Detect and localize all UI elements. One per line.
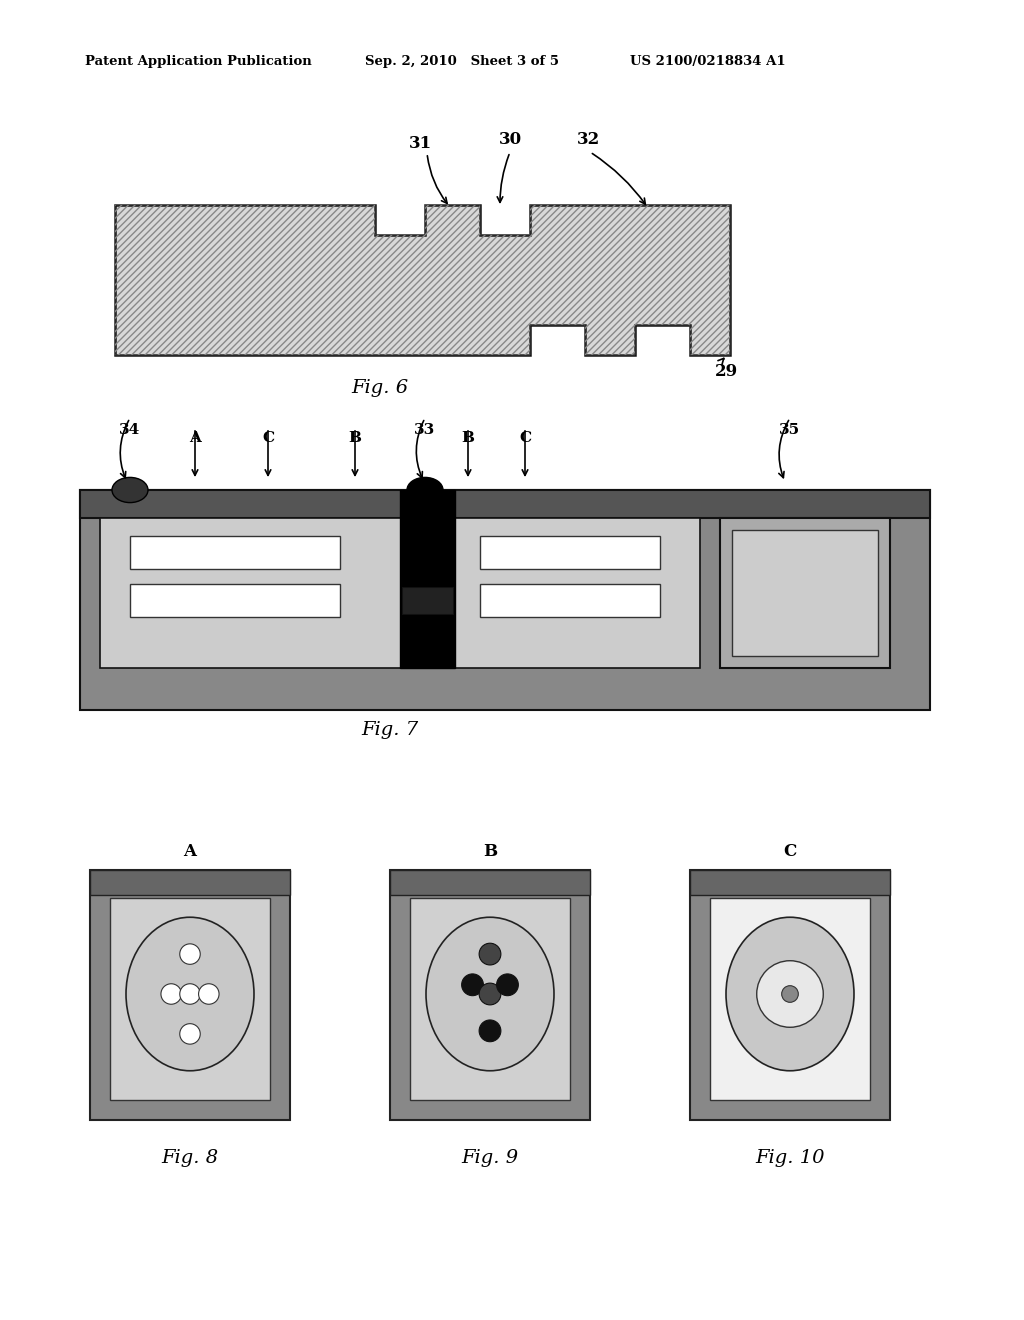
- Circle shape: [497, 974, 518, 995]
- Text: 34: 34: [120, 422, 140, 437]
- Polygon shape: [690, 870, 890, 895]
- Polygon shape: [732, 531, 878, 656]
- Polygon shape: [402, 587, 453, 614]
- Polygon shape: [115, 205, 730, 355]
- Text: B: B: [483, 843, 497, 861]
- Text: 35: 35: [779, 422, 801, 437]
- Polygon shape: [390, 870, 590, 895]
- Circle shape: [479, 1020, 501, 1041]
- Polygon shape: [130, 536, 340, 569]
- Text: 31: 31: [409, 135, 431, 152]
- Circle shape: [180, 1024, 201, 1044]
- Polygon shape: [110, 898, 270, 1100]
- Circle shape: [180, 983, 201, 1005]
- Polygon shape: [80, 490, 930, 517]
- Ellipse shape: [407, 478, 443, 503]
- Text: 30: 30: [499, 132, 521, 149]
- Text: B: B: [348, 432, 361, 445]
- Polygon shape: [390, 870, 590, 1119]
- Circle shape: [479, 983, 501, 1005]
- Ellipse shape: [726, 917, 854, 1071]
- Circle shape: [781, 986, 799, 1002]
- Polygon shape: [80, 490, 930, 710]
- Ellipse shape: [426, 917, 554, 1071]
- Polygon shape: [720, 517, 890, 668]
- Text: 32: 32: [577, 132, 600, 149]
- Circle shape: [161, 983, 181, 1005]
- Text: C: C: [783, 843, 797, 861]
- Polygon shape: [480, 536, 660, 569]
- Ellipse shape: [112, 478, 148, 503]
- Circle shape: [462, 974, 483, 995]
- Text: C: C: [519, 432, 531, 445]
- Circle shape: [757, 961, 823, 1027]
- Text: Fig. 9: Fig. 9: [462, 1148, 518, 1167]
- Text: A: A: [189, 432, 201, 445]
- Polygon shape: [410, 898, 570, 1100]
- Text: Fig. 6: Fig. 6: [351, 379, 409, 397]
- Text: A: A: [183, 843, 197, 861]
- Text: C: C: [262, 432, 274, 445]
- Polygon shape: [130, 583, 340, 616]
- Polygon shape: [90, 870, 290, 895]
- Text: Sep. 2, 2010   Sheet 3 of 5: Sep. 2, 2010 Sheet 3 of 5: [365, 55, 559, 69]
- Polygon shape: [100, 517, 700, 668]
- Polygon shape: [480, 583, 660, 616]
- Polygon shape: [90, 870, 290, 1119]
- Polygon shape: [710, 898, 870, 1100]
- Text: US 2100/0218834 A1: US 2100/0218834 A1: [630, 55, 785, 69]
- Circle shape: [180, 944, 201, 965]
- Text: 33: 33: [415, 422, 435, 437]
- Polygon shape: [400, 490, 455, 668]
- Text: Fig. 10: Fig. 10: [756, 1148, 824, 1167]
- Text: B: B: [462, 432, 474, 445]
- Circle shape: [479, 944, 501, 965]
- Text: Fig. 7: Fig. 7: [361, 721, 419, 739]
- Text: Fig. 8: Fig. 8: [162, 1148, 218, 1167]
- Circle shape: [199, 983, 219, 1005]
- Ellipse shape: [126, 917, 254, 1071]
- Polygon shape: [690, 870, 890, 1119]
- Text: 29: 29: [715, 363, 737, 380]
- Text: Patent Application Publication: Patent Application Publication: [85, 55, 311, 69]
